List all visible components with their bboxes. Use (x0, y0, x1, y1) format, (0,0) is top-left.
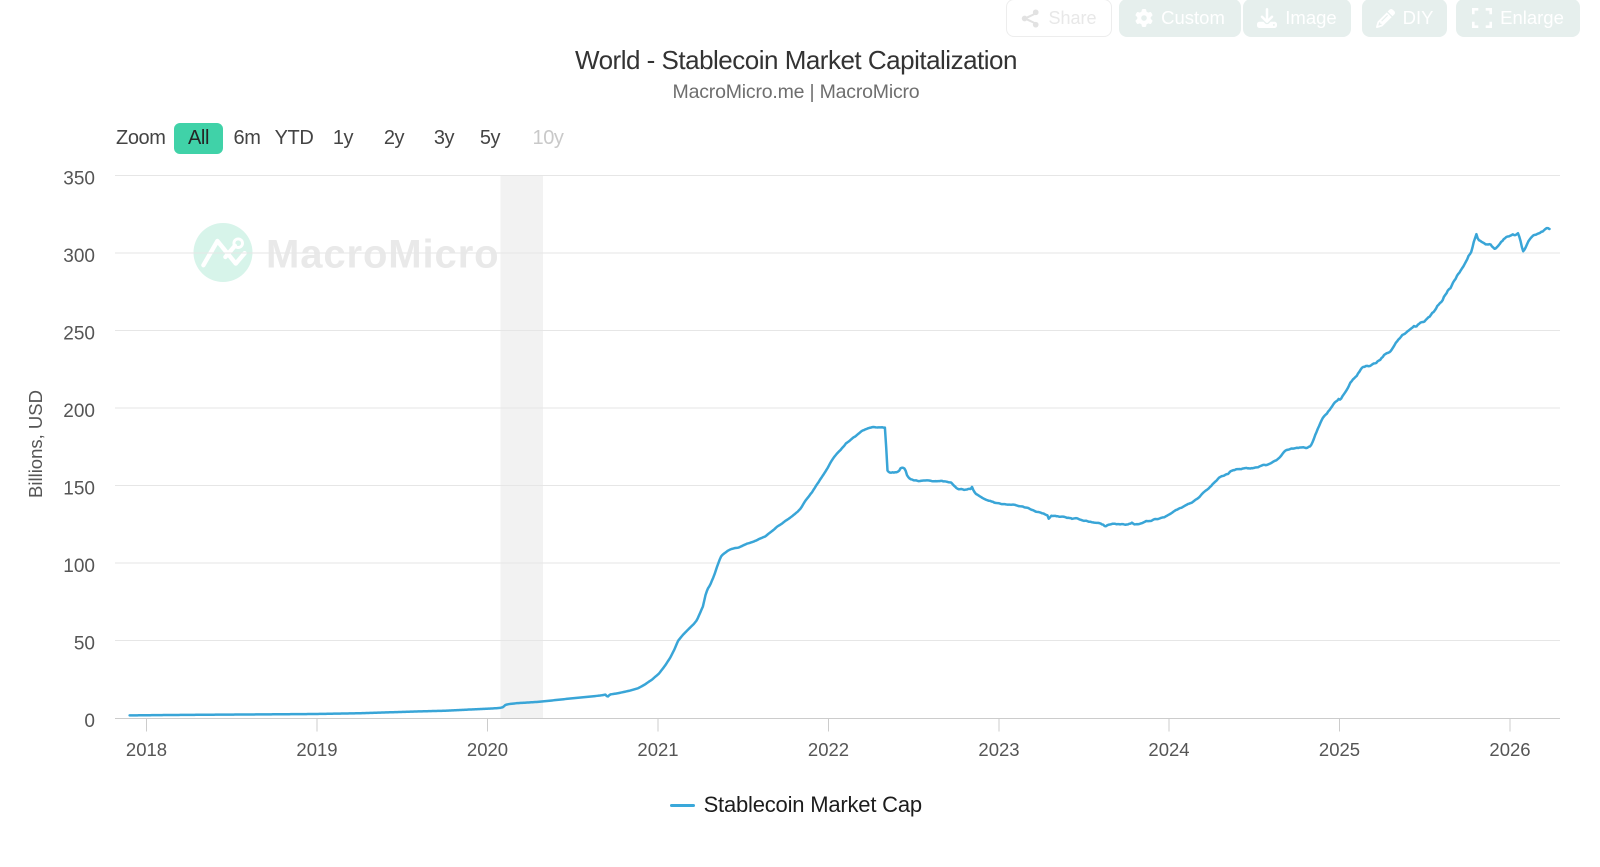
svg-text:200: 200 (63, 401, 95, 422)
svg-text:2023: 2023 (978, 739, 1019, 760)
svg-text:2018: 2018 (126, 739, 167, 760)
svg-text:150: 150 (63, 479, 95, 500)
svg-text:0: 0 (84, 711, 95, 732)
svg-text:2024: 2024 (1148, 739, 1189, 760)
svg-text:MacroMicro: MacroMicro (266, 233, 500, 277)
svg-text:350: 350 (63, 169, 95, 190)
svg-text:100: 100 (63, 556, 95, 577)
svg-text:2020: 2020 (467, 739, 508, 760)
svg-text:50: 50 (74, 634, 95, 655)
svg-text:2026: 2026 (1489, 739, 1530, 760)
svg-text:2025: 2025 (1319, 739, 1360, 760)
svg-text:250: 250 (63, 324, 95, 345)
svg-text:2019: 2019 (296, 739, 337, 760)
svg-text:2022: 2022 (808, 739, 849, 760)
svg-text:300: 300 (63, 246, 95, 267)
svg-text:2021: 2021 (637, 739, 678, 760)
svg-text:Billions, USD: Billions, USD (25, 390, 46, 498)
